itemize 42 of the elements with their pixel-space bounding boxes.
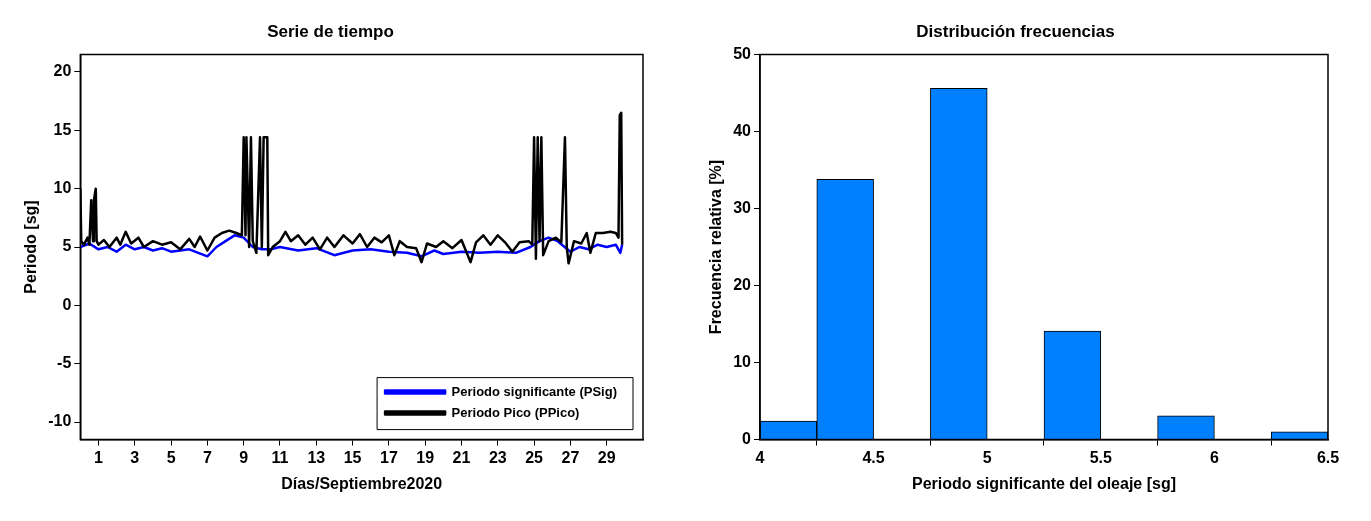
y-tick-label: 0 — [62, 295, 72, 313]
x-tick-label: 21 — [452, 448, 471, 466]
x-tick-label: 19 — [416, 448, 435, 466]
y-tick-label: 20 — [53, 62, 72, 80]
y-tick-label: -10 — [48, 412, 72, 430]
x-tick-label: 27 — [561, 448, 580, 466]
y-tick-label: 10 — [53, 179, 72, 197]
x-tick-label: 5 — [982, 448, 992, 466]
y-tick-label: 15 — [53, 120, 72, 138]
legend-label: Periodo Pico (PPico) — [451, 404, 580, 420]
x-axis-title: Periodo significante del oleaje [sg] — [911, 474, 1177, 492]
y-tick-label: 50 — [733, 44, 752, 62]
x-tick-label: 6.5 — [1316, 448, 1340, 466]
y-axis-title: Periodo [sg] — [22, 200, 40, 294]
x-tick-label: 4.5 — [862, 448, 885, 466]
x-tick-label: 23 — [488, 448, 507, 466]
x-tick-label: 1 — [94, 448, 104, 466]
x-tick-label: 25 — [525, 448, 544, 466]
x-tick-label: 11 — [271, 448, 289, 466]
y-tick-label: 0 — [742, 430, 752, 448]
y-tick-label: 5 — [62, 237, 72, 255]
y-axis-title: Frecuencia relativa [%] — [707, 159, 725, 335]
x-tick-label: 9 — [239, 448, 249, 466]
x-tick-label: 6 — [1209, 448, 1219, 466]
x-tick-label: 17 — [379, 448, 398, 466]
y-tick-label: -5 — [57, 354, 72, 372]
x-tick-label: 29 — [597, 448, 616, 466]
y-tick-label: 20 — [733, 275, 752, 293]
x-axis-title: Días/Septiembre2020 — [281, 474, 443, 492]
chart-title: Serie de tiempo — [267, 21, 394, 41]
x-tick-label: 4 — [755, 448, 765, 466]
x-tick-label: 5 — [166, 448, 176, 466]
y-tick-label: 30 — [733, 198, 752, 216]
legend-label: Periodo significante (PSig) — [451, 383, 618, 399]
x-tick-label: 15 — [343, 448, 362, 466]
x-tick-label: 3 — [130, 448, 140, 466]
x-tick-label: 7 — [202, 448, 212, 466]
x-tick-label: 13 — [307, 448, 326, 466]
chart-title: Distribución frecuencias — [916, 21, 1115, 41]
y-tick-label: 40 — [733, 121, 752, 139]
x-tick-label: 5.5 — [1089, 448, 1113, 466]
y-tick-label: 10 — [733, 352, 752, 370]
